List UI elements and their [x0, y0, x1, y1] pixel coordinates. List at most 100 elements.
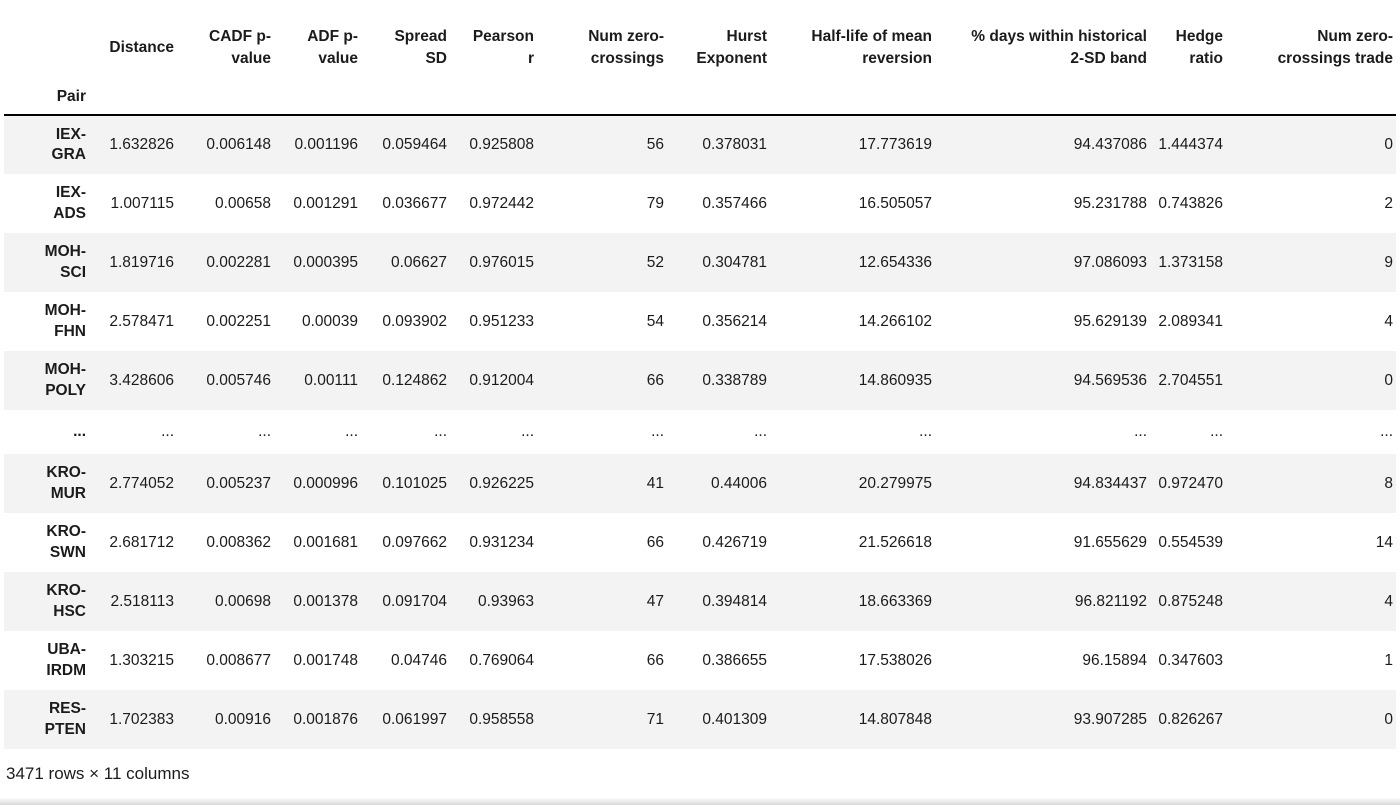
table-cell: 17.773619: [858, 136, 932, 153]
row-index-label: MOH- FHN: [44, 302, 86, 340]
table-cell: 0.401309: [702, 710, 767, 728]
table-cell: 0.00698: [214, 592, 271, 610]
table-cell: 66: [646, 651, 664, 669]
table-cell: 0.008677: [206, 651, 271, 669]
table-cell: 0.925808: [469, 136, 534, 153]
table-cell: 0.001748: [293, 651, 358, 669]
table-cell: 0.000395: [293, 253, 358, 271]
table-cell: 0.005237: [206, 474, 271, 492]
table-cell: 2.578471: [109, 312, 174, 330]
table-cell: ...: [345, 423, 358, 440]
column-header-num-zero-crossings: Num zero- crossings: [588, 28, 664, 67]
table-cell: 0.356214: [702, 312, 767, 330]
table-cell: 0.091704: [382, 592, 447, 610]
table-row: KRO- SWN 2.681712 0.008362 0.001681 0.097662…: [4, 513, 1396, 572]
table-cell: 56: [646, 136, 664, 153]
table-cell: 17.538026: [858, 651, 932, 669]
column-header-row: Distance CADF p- value ADF p- value Spre…: [4, 0, 1396, 88]
column-header-hedge-ratio: Hedge ratio: [1175, 28, 1223, 67]
column-header-adf-p-value: ADF p- value: [307, 28, 358, 67]
index-name-row-spacer: [89, 88, 1396, 116]
table-cell: 79: [646, 194, 664, 212]
table-cell: 0.093902: [382, 312, 447, 330]
table-cell: ...: [434, 423, 447, 440]
table-cell: 20.279975: [858, 474, 932, 492]
bottom-divider: [0, 798, 1400, 805]
table-cell: 1.303215: [109, 651, 174, 669]
table-cell: 71: [646, 710, 664, 728]
table-cell: 94.834437: [1073, 474, 1147, 492]
table-cell: 66: [646, 533, 664, 551]
pairs-statistics-table: Distance CADF p- value ADF p- value Spre…: [4, 0, 1396, 749]
table-cell: 14.860935: [858, 371, 932, 389]
table-cell: 94.569536: [1073, 371, 1147, 389]
row-index-label: IEX- GRA: [51, 125, 86, 163]
table-cell: 14.807848: [858, 710, 932, 728]
table-cell: 52: [646, 253, 664, 271]
table-row: UBA- IRDM 1.303215 0.008677 0.001748 0.04746…: [4, 631, 1396, 690]
table-cell: 0.972442: [469, 194, 534, 212]
table-cell: 0.875248: [1158, 592, 1223, 610]
table-cell: 0.001876: [293, 710, 358, 728]
table-cell: 16.505057: [858, 194, 932, 212]
column-header-pearson-r: Pearson r: [472, 28, 534, 67]
table-cell: 1.632826: [109, 136, 174, 153]
table-cell: 0.008362: [206, 533, 271, 551]
table-row: IEX- ADS 1.007115 0.00658 0.001291 0.036677 0…: [4, 174, 1396, 233]
row-index-label: ...: [73, 422, 86, 440]
column-header-pct-days-2sd: % days within historical 2-SD band: [971, 28, 1147, 67]
table-cell: 14: [1375, 533, 1393, 551]
table-cell: 0.554539: [1158, 533, 1223, 551]
column-header-spread-sd: Spread SD: [394, 28, 447, 67]
table-body: IEX- GRA 1.632826 0.006148 0.001196 0.059464…: [4, 115, 1396, 749]
column-header-cadf-p-value: CADF p- value: [209, 28, 271, 67]
row-index-label: RES- PTEN: [44, 700, 86, 738]
index-name-row: Pair: [4, 88, 1396, 116]
table-cell: 96.15894: [1082, 651, 1147, 669]
table-cell: 2.518113: [110, 592, 175, 610]
table-cell: 0.972470: [1158, 474, 1223, 492]
row-index-label: MOH- POLY: [44, 361, 86, 399]
table-cell: 0.378031: [702, 136, 767, 153]
table-cell: 0.006148: [206, 136, 271, 153]
table-cell: ...: [651, 423, 664, 440]
table-cell: 0: [1384, 710, 1393, 728]
table-cell: ...: [521, 423, 534, 440]
table-cell: 0.097662: [382, 533, 447, 551]
table-cell: 0.000996: [293, 474, 358, 492]
table-cell: ...: [754, 423, 767, 440]
table-cell: 0.743826: [1158, 194, 1223, 212]
table-cell: ...: [1210, 423, 1223, 440]
table-cell: 0.426719: [702, 533, 767, 551]
table-cell: 0.00039: [301, 312, 358, 330]
table-cell: 95.231788: [1073, 194, 1147, 212]
table-cell: 0.338789: [702, 371, 767, 389]
table-cell: 0.00658: [214, 194, 271, 212]
table-cell: 41: [646, 474, 664, 492]
table-cell: 0.04746: [390, 651, 447, 669]
index-name-label: Pair: [4, 88, 89, 116]
table-cell: 0.931234: [469, 533, 534, 551]
table-row: MOH- FHN 2.578471 0.002251 0.00039 0.093902 0…: [4, 292, 1396, 351]
column-header-num-zero-crossings-trade: Num zero- crossings trade: [1277, 28, 1393, 67]
table-cell: 0.826267: [1158, 710, 1223, 728]
table-cell: 1.444374: [1158, 136, 1223, 153]
table-cell: 54: [646, 312, 664, 330]
table-cell: 96.821192: [1074, 592, 1147, 610]
table-cell: 0.005746: [206, 371, 271, 389]
table-cell: 0.001681: [293, 533, 358, 551]
table-cell: 0.357466: [702, 194, 767, 212]
table-cell: 95.629139: [1073, 312, 1147, 330]
table-cell: 0.93963: [477, 592, 534, 610]
table-cell: 0.976015: [469, 253, 534, 271]
table-cell: 0.347603: [1158, 651, 1223, 669]
row-index-label: KRO- SWN: [46, 523, 86, 561]
table-cell: ...: [1380, 423, 1393, 440]
table-cell: 12.654336: [858, 253, 932, 271]
column-header-half-life: Half-life of mean reversion: [811, 28, 932, 67]
table-cell: 3.428606: [109, 371, 174, 389]
table-cell: 2.704551: [1158, 371, 1223, 389]
table-cell: 93.907285: [1073, 710, 1147, 728]
table-cell: ...: [919, 423, 932, 440]
